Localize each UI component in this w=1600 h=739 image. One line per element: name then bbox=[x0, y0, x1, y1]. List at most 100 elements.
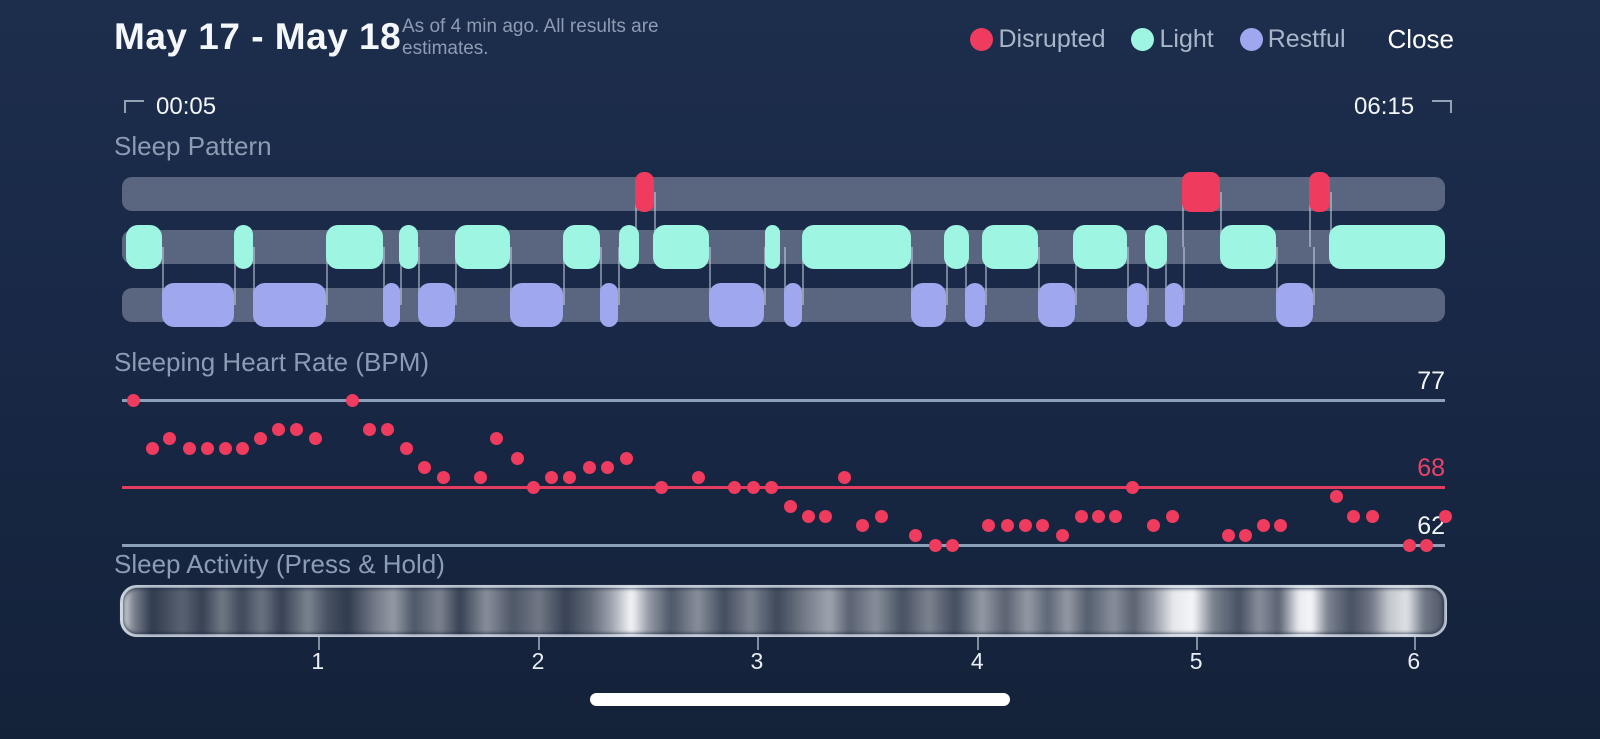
transition-line bbox=[1275, 247, 1278, 305]
sleep-segment-light bbox=[764, 225, 780, 269]
heart-rate-point bbox=[601, 461, 615, 475]
heart-rate-title: Sleeping Heart Rate (BPM) bbox=[114, 347, 430, 377]
heart-rate-point bbox=[345, 393, 359, 407]
transition-line bbox=[599, 247, 602, 305]
hour-tick bbox=[1196, 637, 1199, 650]
heart-rate-point bbox=[1126, 480, 1140, 494]
sleep-segment-light bbox=[125, 225, 162, 269]
heart-rate-point bbox=[856, 519, 870, 533]
heart-rate-point bbox=[271, 422, 285, 436]
heart-rate-point bbox=[526, 480, 540, 494]
track-background-disrupted bbox=[122, 177, 1445, 211]
heart-rate-point bbox=[728, 480, 742, 494]
heart-rate-point bbox=[362, 422, 376, 436]
heart-rate-point bbox=[1109, 509, 1123, 523]
sleep-segment-restful bbox=[509, 283, 563, 327]
legend-label-disrupted: Disrupted bbox=[998, 25, 1106, 53]
heart-rate-point bbox=[1036, 519, 1050, 533]
heart-rate-point bbox=[802, 509, 816, 523]
sleep-segment-restful bbox=[910, 283, 947, 327]
page-title: May 17 - May 18 bbox=[114, 16, 402, 57]
transition-line bbox=[618, 247, 621, 305]
heart-rate-point bbox=[909, 528, 923, 542]
legend-item-disrupted: Disrupted bbox=[970, 25, 1105, 54]
transition-line bbox=[1308, 192, 1311, 247]
sleep-segment-restful bbox=[709, 283, 764, 327]
transition-line bbox=[399, 247, 402, 305]
sleep-segment-restful bbox=[1164, 283, 1184, 327]
transition-line bbox=[946, 247, 949, 305]
sleep-segment-light bbox=[652, 225, 710, 269]
heart-rate-point bbox=[381, 422, 395, 436]
sleep-segment-restful bbox=[1275, 283, 1313, 327]
heart-rate-point bbox=[874, 509, 888, 523]
heart-rate-point bbox=[145, 441, 159, 455]
transition-line bbox=[1220, 192, 1223, 247]
heart-rate-refline-77 bbox=[122, 399, 1445, 402]
hour-tick-label: 5 bbox=[1189, 648, 1203, 674]
sleep-segment-light bbox=[455, 225, 510, 269]
heart-rate-point bbox=[655, 480, 669, 494]
heart-rate-point bbox=[1147, 519, 1161, 533]
heart-rate-point bbox=[1238, 528, 1252, 542]
hour-tick-label: 3 bbox=[750, 648, 764, 674]
heart-rate-point bbox=[1347, 509, 1361, 523]
heart-rate-point bbox=[765, 480, 779, 494]
sleep-segment-light bbox=[619, 225, 640, 269]
heart-rate-point bbox=[746, 480, 760, 494]
hour-tick bbox=[977, 637, 980, 650]
close-button[interactable]: Close bbox=[1387, 24, 1454, 54]
transition-line bbox=[763, 247, 766, 305]
heart-rate-point bbox=[1165, 509, 1179, 523]
sleep-segment-light bbox=[398, 225, 419, 269]
transition-line bbox=[418, 247, 421, 305]
heart-rate-point bbox=[218, 441, 232, 455]
transition-line bbox=[1127, 247, 1130, 305]
heart-rate-point bbox=[418, 461, 432, 475]
sleep-segment-light bbox=[562, 225, 600, 269]
heart-rate-point bbox=[1438, 509, 1452, 523]
heart-rate-point bbox=[308, 432, 322, 446]
heart-rate-point bbox=[692, 470, 706, 484]
heart-rate-point bbox=[929, 538, 943, 552]
transition-line bbox=[802, 247, 805, 305]
sleep-segment-restful bbox=[161, 283, 235, 327]
heart-rate-point bbox=[399, 441, 413, 455]
heart-rate-point bbox=[819, 509, 833, 523]
sleep-segment-light bbox=[1144, 225, 1168, 269]
sleep-segment-restful bbox=[1037, 283, 1075, 327]
as-of-note: As of 4 min ago. All results are estimat… bbox=[402, 16, 659, 60]
transition-line bbox=[161, 247, 164, 305]
heart-rate-point bbox=[1221, 528, 1235, 542]
home-indicator[interactable] bbox=[590, 693, 1010, 706]
range-start-time: 00:05 bbox=[156, 93, 217, 120]
heart-rate-point bbox=[1402, 538, 1416, 552]
heart-rate-point bbox=[235, 441, 249, 455]
heart-rate-refline-68 bbox=[122, 486, 1445, 489]
heart-rate-point bbox=[127, 393, 141, 407]
hour-tick bbox=[756, 637, 759, 650]
restful-dot-icon bbox=[1239, 28, 1263, 51]
light-dot-icon bbox=[1131, 28, 1155, 51]
heart-rate-point bbox=[1074, 509, 1088, 523]
sleep-segment-disrupted bbox=[635, 172, 654, 212]
sleep-segment-light bbox=[981, 225, 1038, 269]
transition-line bbox=[1183, 247, 1186, 305]
transition-line bbox=[325, 247, 328, 305]
transition-line bbox=[1147, 247, 1150, 305]
transition-line bbox=[1164, 247, 1167, 305]
sleep-activity-strip[interactable] bbox=[120, 585, 1447, 637]
heart-rate-axis-label-62: 62 bbox=[1417, 512, 1445, 540]
transition-line bbox=[653, 192, 656, 247]
sleep-segment-light bbox=[802, 225, 911, 269]
heart-rate-point bbox=[1257, 519, 1271, 533]
disrupted-dot-icon bbox=[970, 28, 994, 51]
transition-line bbox=[455, 247, 458, 305]
heart-rate-point bbox=[290, 422, 304, 436]
sleep-segment-disrupted bbox=[1308, 172, 1330, 212]
sleep-segment-light bbox=[943, 225, 969, 269]
heart-rate-axis-label-68: 68 bbox=[1417, 454, 1445, 482]
sleep-segment-light bbox=[1073, 225, 1128, 269]
sleep-segment-restful bbox=[599, 283, 619, 327]
